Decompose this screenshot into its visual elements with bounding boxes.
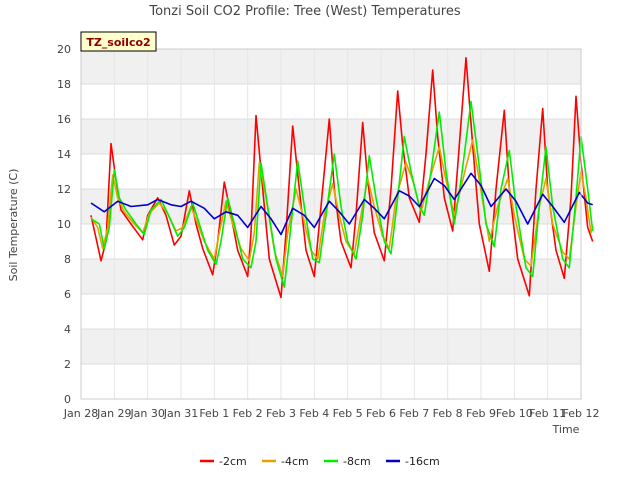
x-tick-label: Feb 11 bbox=[529, 407, 566, 420]
x-tick-label: Jan 30 bbox=[129, 407, 164, 420]
y-tick-label: 0 bbox=[64, 393, 71, 406]
x-tick-label: Feb 4 bbox=[299, 407, 329, 420]
x-tick-label: Jan 28 bbox=[63, 407, 98, 420]
plot-band bbox=[81, 329, 581, 364]
x-tick-label: Feb 5 bbox=[333, 407, 363, 420]
y-tick-label: 10 bbox=[57, 218, 71, 231]
x-tick-label: Feb 9 bbox=[466, 407, 496, 420]
x-tick-label: Feb 6 bbox=[366, 407, 396, 420]
plot-band bbox=[81, 49, 581, 84]
legend-label: -8cm bbox=[343, 455, 371, 468]
x-tick-label: Feb 1 bbox=[199, 407, 229, 420]
badge-box bbox=[80, 31, 157, 52]
series-lines bbox=[90, 57, 594, 299]
plot-frame bbox=[80, 48, 582, 400]
y-tick-label: 16 bbox=[57, 113, 71, 126]
x-tick-label: Feb 7 bbox=[399, 407, 429, 420]
badge-label: TZ_soilco2 bbox=[86, 36, 150, 49]
y-axis-label: Soil Temperature (C) bbox=[7, 169, 20, 282]
x-tick-label: Feb 8 bbox=[433, 407, 463, 420]
series-line-8cm bbox=[90, 100, 594, 288]
y-tick-label: 12 bbox=[57, 183, 71, 196]
x-tick-label: Jan 29 bbox=[96, 407, 131, 420]
y-tick-label: 18 bbox=[57, 78, 71, 91]
series-line-16cm bbox=[90, 172, 593, 236]
x-tick-label: Jan 31 bbox=[163, 407, 198, 420]
y-tick-label: 6 bbox=[64, 288, 71, 301]
y-tick-label: 4 bbox=[64, 323, 71, 336]
legend-label: -4cm bbox=[281, 455, 309, 468]
y-tick-label: 14 bbox=[57, 148, 71, 161]
y-tick-label: 20 bbox=[57, 43, 71, 56]
legend: -2cm -4cm -8cm -16cm bbox=[200, 455, 440, 468]
legend-label: -2cm bbox=[219, 455, 247, 468]
chart-title: Tonzi Soil CO2 Profile: Tree (West) Temp… bbox=[148, 4, 461, 19]
y-axis-ticks: 0 2 4 6 8 10 12 14 16 18 20 bbox=[57, 43, 71, 406]
x-tick-label: Feb 12 bbox=[563, 407, 600, 420]
x-tick-label: Feb 3 bbox=[266, 407, 296, 420]
y-tick-label: 8 bbox=[64, 253, 71, 266]
x-tick-label: Feb 2 bbox=[233, 407, 263, 420]
plot-band bbox=[81, 259, 581, 294]
y-tick-label: 2 bbox=[64, 358, 71, 371]
station-badge: TZ_soilco2 bbox=[80, 31, 157, 52]
legend-label: -16cm bbox=[405, 455, 440, 468]
x-axis-label: Time bbox=[552, 423, 580, 436]
x-tick-label: Feb 10 bbox=[496, 407, 533, 420]
